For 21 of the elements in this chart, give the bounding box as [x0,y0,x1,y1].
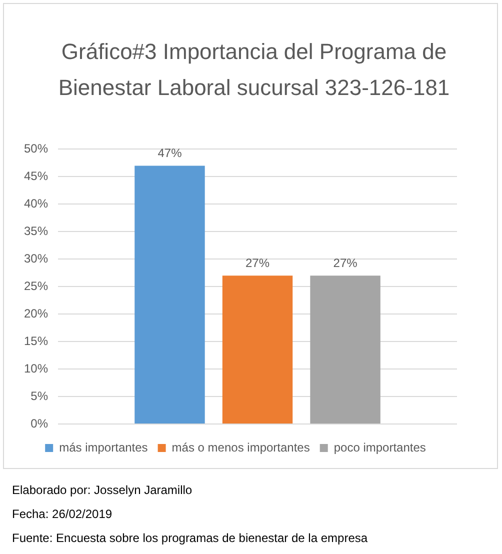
y-tick-label: 20% [24,306,48,320]
legend-label: más importantes [59,440,148,454]
text: Fecha: 26/02/2019 [12,506,114,523]
legend-label: poco importantes [334,440,426,454]
chart-title: Gráfico#3 Importancia del Programa de Bienestar Laboral sucursal 323-126-181 [57,38,451,102]
data-label: 27% [245,256,270,270]
y-tick-label: 0% [30,416,48,430]
text: Elaborado por: Josselyn Jaramillo [12,482,194,499]
y-tick-label: 5% [30,388,48,403]
data-label: 27% [333,256,358,270]
y-tick-label: 10% [24,361,48,376]
y-tick-label: 50% [24,142,48,156]
y-tick-label: 35% [24,224,48,238]
legend-label: más o menos importantes [172,440,310,454]
y-tick-label: 45% [24,168,48,183]
data-label: 47% [158,146,182,160]
source-note: Fuente: Encuesta sobre los programas de bienestar de la empresa [12,530,368,547]
y-tick-label: 25% [24,278,48,293]
y-tick-label: 40% [24,196,48,210]
y-tick-label: 30% [24,251,48,266]
y-tick-label: 15% [24,334,48,348]
